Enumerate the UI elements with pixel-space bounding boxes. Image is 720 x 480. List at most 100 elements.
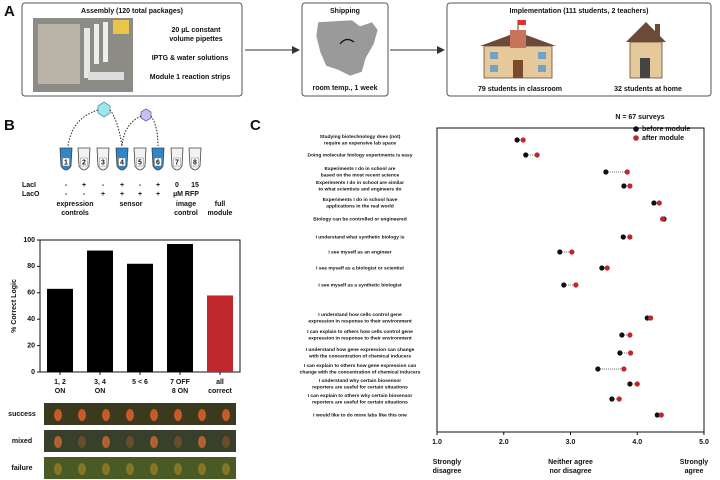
- dot: [557, 249, 563, 255]
- assembly-item: 20 µL constant: [171, 27, 221, 34]
- laco-value: +: [156, 191, 160, 198]
- y-tick-label: 40: [27, 316, 35, 323]
- statement: Biology can be controlled or engineered: [313, 216, 406, 222]
- tube-label: 8: [193, 159, 197, 166]
- gel-spot: [126, 436, 134, 448]
- dot: [569, 249, 575, 255]
- bar: [207, 295, 233, 372]
- x-tick-label: 3.0: [566, 439, 576, 446]
- statement: I understand how cells control gene: [318, 312, 402, 318]
- gel-spot: [54, 436, 62, 448]
- statement: change with the concentration of chemica…: [300, 369, 421, 375]
- statement: Experiments I do in school are similar: [316, 180, 404, 186]
- x-axis-label: Strongly: [680, 459, 708, 466]
- x-tick-label: 1, 2: [54, 379, 66, 386]
- statement: I understand why certain biosensor: [319, 378, 401, 384]
- gel-spot: [126, 409, 134, 421]
- dot: [660, 216, 666, 222]
- gel-spot: [150, 436, 158, 448]
- gel-spot: [198, 409, 206, 421]
- statement: I can explain to others how cells contro…: [307, 329, 413, 335]
- note: N = 67 surveys: [615, 114, 664, 121]
- statement: Experiments I do in school have: [323, 197, 398, 203]
- statement: I see myself as a synthetic biologist: [318, 282, 402, 288]
- y-tick-label: 80: [27, 263, 35, 270]
- dot: [595, 366, 601, 372]
- gel-spot: [102, 409, 110, 421]
- gel-spot: [174, 409, 182, 421]
- strip-label: failure: [11, 465, 32, 472]
- tube-label-bg: [80, 157, 88, 167]
- statement: I see myself as a biologist or scientist: [316, 265, 404, 271]
- dot: [621, 183, 627, 189]
- statement: Experiments I do in school are: [325, 166, 396, 172]
- molecules: [67, 101, 159, 147]
- gel-spot: [54, 409, 62, 421]
- dot: [604, 265, 610, 271]
- gel-spot: [102, 436, 110, 448]
- map: [315, 19, 379, 77]
- statement: to what scientists and engineers do: [319, 186, 402, 192]
- gel-spot: [78, 463, 86, 475]
- x-tick-label: 4.0: [632, 439, 642, 446]
- house-icon: [626, 22, 666, 79]
- dot: [617, 350, 623, 356]
- x-tick-label: 3, 4: [94, 379, 106, 386]
- gel-spot: [54, 463, 62, 475]
- statement: I would like to do more labs like this o…: [313, 412, 407, 418]
- tube-label-bg: [191, 157, 199, 167]
- gel-spot: [222, 463, 230, 475]
- x-axis-label: Neither agree: [548, 459, 593, 466]
- gel-spot: [222, 409, 230, 421]
- gel-spot: [174, 436, 182, 448]
- bar: [167, 243, 193, 372]
- y-tick-label: 60: [27, 290, 35, 297]
- tube-label: 7: [175, 159, 179, 166]
- gel-strip: [44, 403, 236, 425]
- unit-label: µM RFP: [173, 191, 199, 198]
- tube-label: 2: [82, 159, 86, 166]
- tubes: 1 2 3 4 5 6 7 8: [59, 147, 202, 171]
- statement: expression in response to their environm…: [308, 318, 412, 324]
- x-tick-label: 2.0: [499, 439, 509, 446]
- legend-marker: [633, 126, 639, 132]
- group-label: module: [208, 210, 233, 217]
- box-caption: 32 students at home: [614, 86, 682, 93]
- statement: I can explain to others why certain bios…: [308, 393, 413, 399]
- school-icon: [480, 20, 556, 79]
- gel-spot: [150, 463, 158, 475]
- dot: [648, 315, 654, 321]
- tube-label: 6: [156, 159, 160, 166]
- plot-frame: [436, 127, 705, 433]
- gel-spot: [78, 409, 86, 421]
- gel-spot: [198, 436, 206, 448]
- panel-label: A: [4, 3, 15, 20]
- group-label: full: [215, 201, 226, 208]
- tube-label: 3: [101, 159, 105, 166]
- group-label: expression: [57, 201, 94, 208]
- row-label: LacO: [22, 191, 40, 198]
- y-tick-label: 0: [31, 369, 35, 376]
- x-tick-label: 5.0: [699, 439, 709, 446]
- gel-spot: [174, 463, 182, 475]
- x-axis-label: disagree: [433, 468, 462, 475]
- dot: [619, 332, 625, 338]
- gel-spot: [126, 463, 134, 475]
- dot: [523, 152, 529, 158]
- laci-value: +: [156, 182, 160, 189]
- statement: with the concentration of chemical induc…: [308, 353, 411, 359]
- group-label: controls: [61, 210, 89, 217]
- dot: [627, 183, 633, 189]
- laci-value: 15: [191, 182, 199, 189]
- x-tick-label: correct: [208, 388, 232, 395]
- laci-value: +: [120, 182, 124, 189]
- laco-value: -: [83, 191, 86, 198]
- laci-value: -: [65, 182, 68, 189]
- x-tick-label: ON: [55, 388, 66, 395]
- statement: Studying biotechnology does (not): [320, 134, 401, 140]
- dot: [621, 366, 627, 372]
- gel-spot: [150, 409, 158, 421]
- tube-label-bg: [118, 157, 126, 167]
- assembly-photo: [33, 18, 133, 92]
- dot: [627, 350, 634, 356]
